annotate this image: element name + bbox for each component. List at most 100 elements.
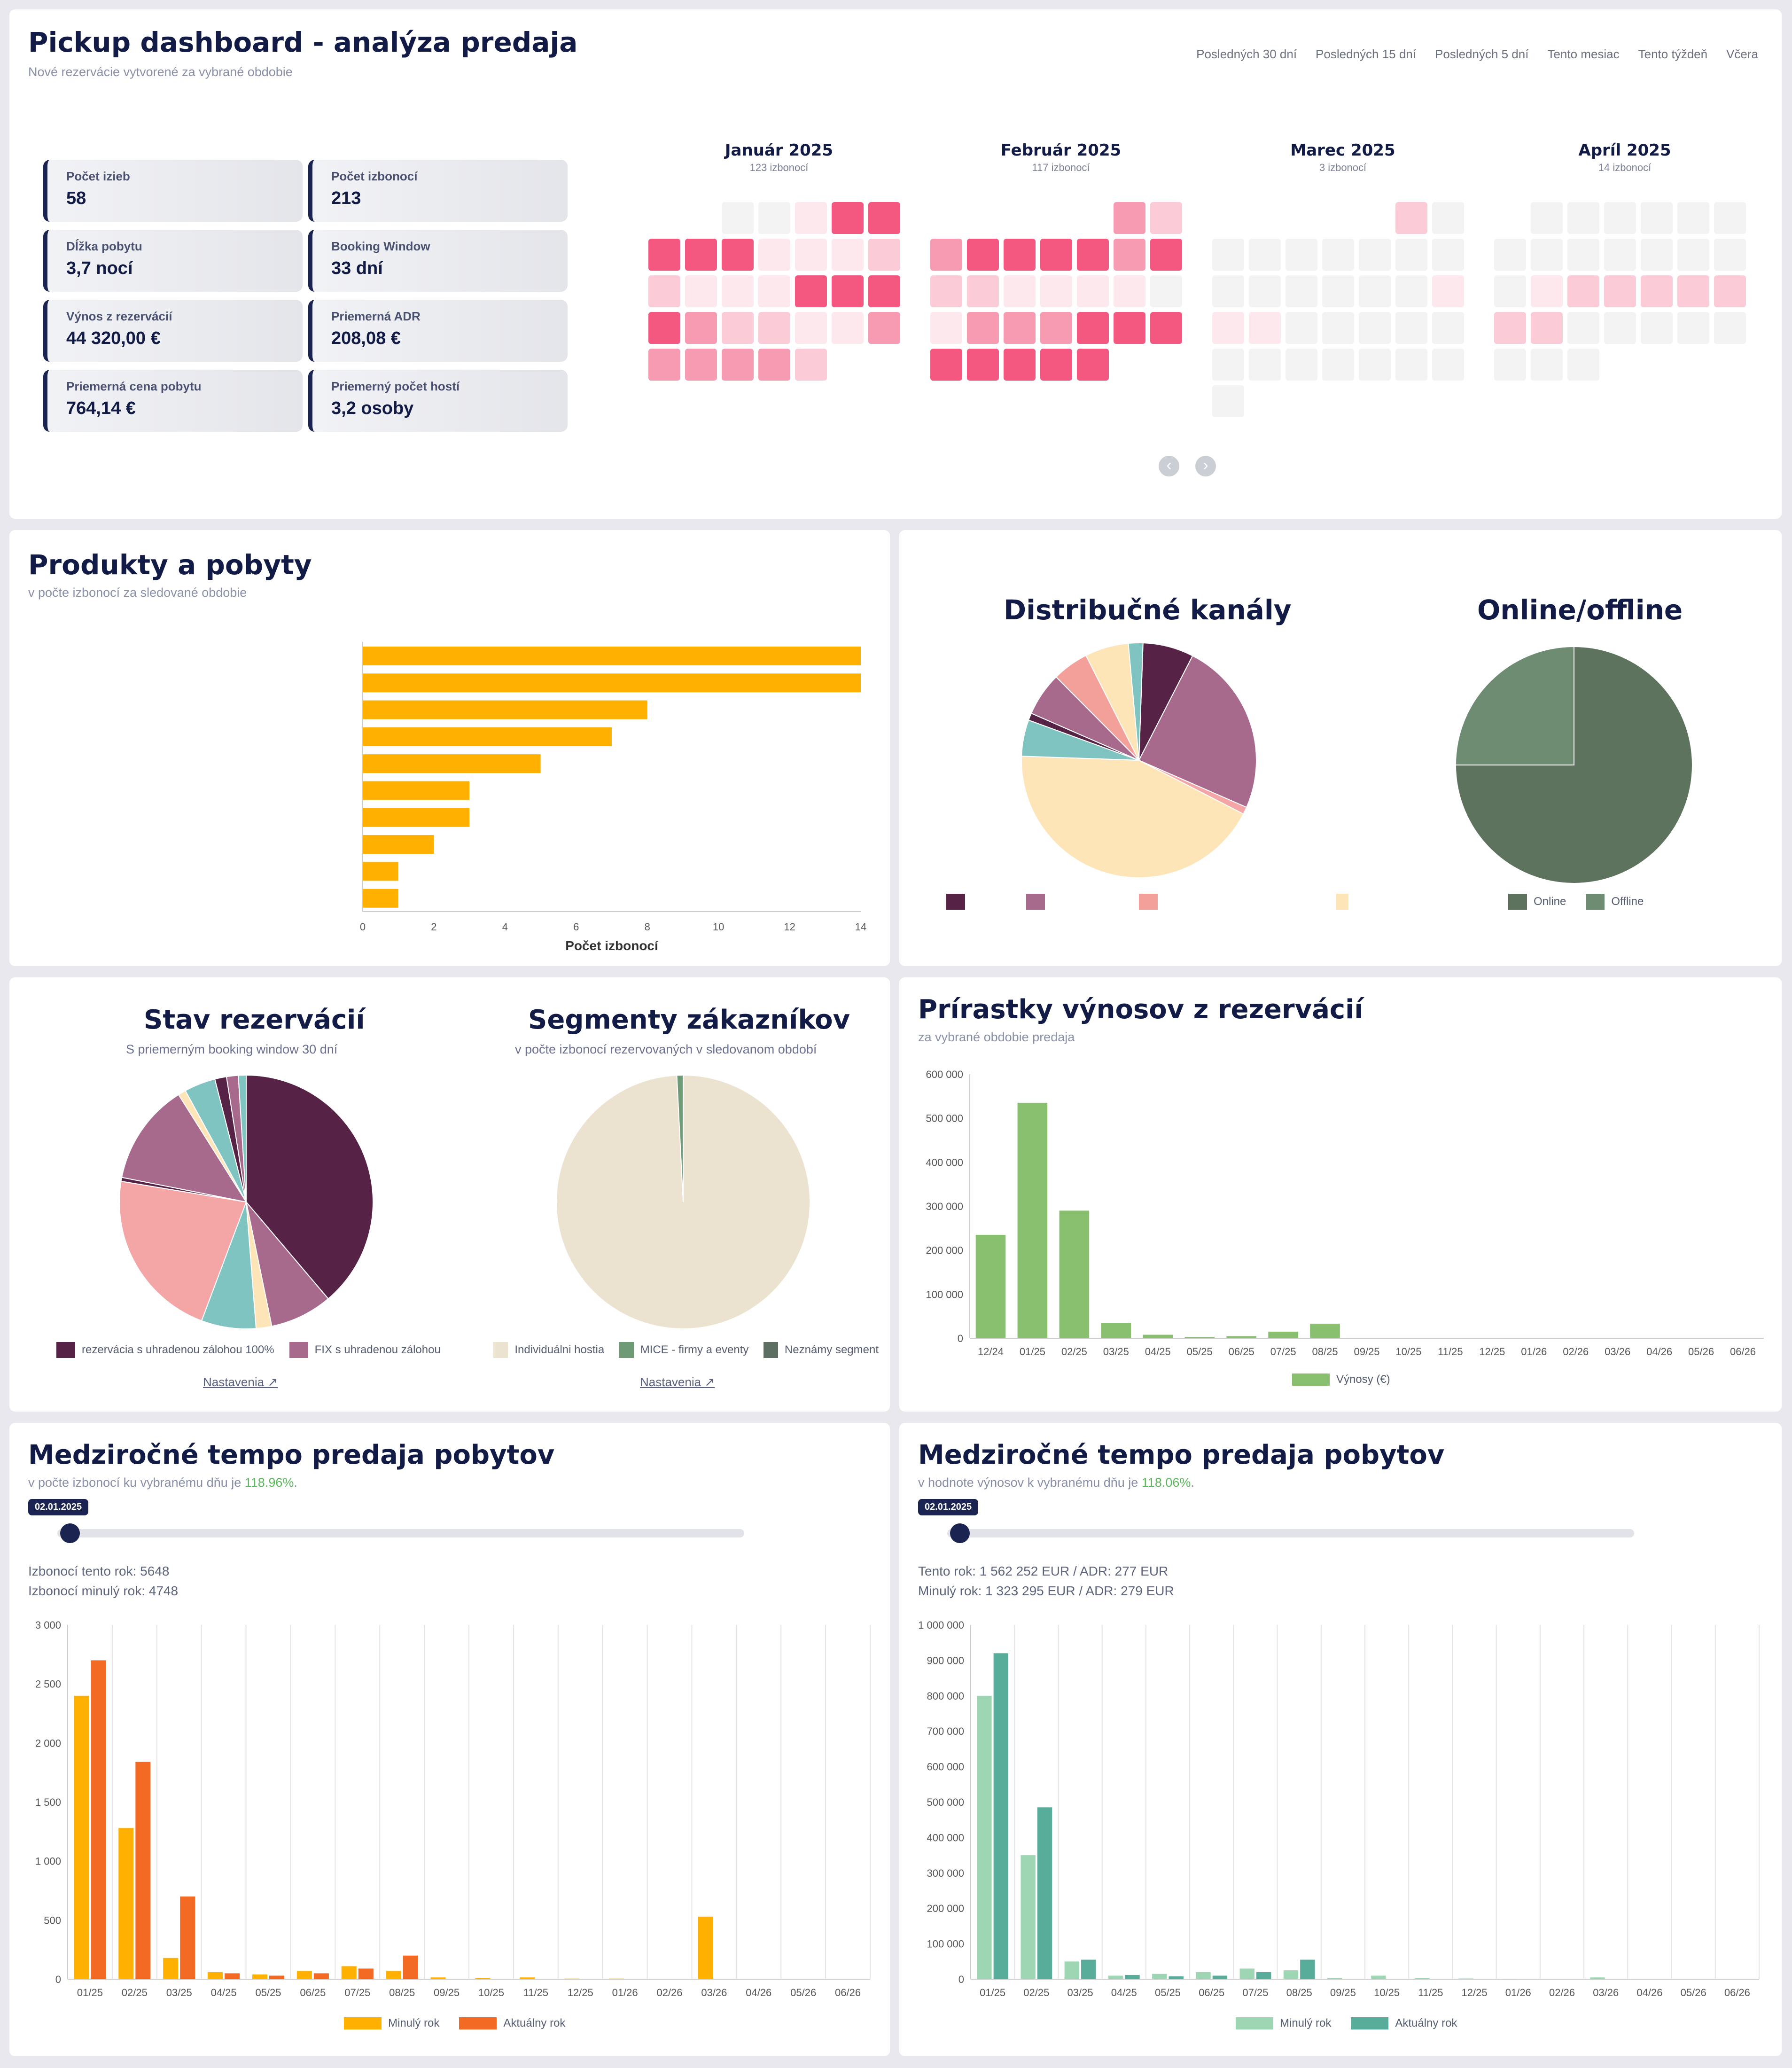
calendar-day xyxy=(685,275,717,307)
pace-nights-subtitle: v počte izbonocí ku vybranému dňu je 118… xyxy=(28,1475,297,1490)
calendar-day xyxy=(1714,239,1746,271)
x-tick-label: 09/25 xyxy=(434,1987,460,1998)
calendar-day xyxy=(1004,349,1036,381)
bar xyxy=(698,1916,713,1979)
kpi-stay-length: Dĺžka pobytu 3,7 nocí xyxy=(43,230,303,292)
range-5-days[interactable]: Posledných 5 dní xyxy=(1434,47,1529,61)
revenue-card: Prírastky výnosov z rezervácií za vybran… xyxy=(899,977,1782,1412)
calendar-day xyxy=(1604,239,1636,271)
x-tick-label: 0 xyxy=(360,921,366,933)
calendar-day xyxy=(967,239,999,271)
legend-swatch xyxy=(56,1342,75,1358)
x-axis-label: Počet izbonocí xyxy=(565,938,659,953)
calendar-day xyxy=(832,275,864,307)
kpi-guests: Priemerný počet hostí 3,2 osoby xyxy=(308,370,568,432)
pace-percent: 118.96% xyxy=(244,1475,294,1490)
x-tick-label: 03/26 xyxy=(1593,1987,1619,1998)
calendar-count: 123 izbonocí xyxy=(749,162,809,173)
calendar-day xyxy=(1359,349,1391,381)
date-slider-handle[interactable] xyxy=(950,1523,970,1543)
x-tick-label: 05/26 xyxy=(1688,1346,1714,1358)
legend-swatch xyxy=(1236,2017,1273,2029)
bar xyxy=(1152,1974,1167,1979)
calendar-day xyxy=(832,202,864,234)
calendar-day xyxy=(1040,349,1072,381)
range-this-month[interactable]: Tento mesiac xyxy=(1547,47,1620,61)
pie-slice xyxy=(1455,646,1574,765)
bar xyxy=(1143,1334,1173,1338)
y-tick-label: 400 000 xyxy=(926,1156,963,1168)
x-tick-label: 07/25 xyxy=(1242,1987,1268,1998)
settings-label: Nastavenia xyxy=(203,1375,265,1389)
bar xyxy=(1064,1961,1080,1979)
date-slider-handle[interactable] xyxy=(60,1523,80,1543)
date-slider-track[interactable] xyxy=(57,1529,744,1537)
status-title: Stav rezervácií xyxy=(144,1005,365,1035)
pace-nights-card: Medziročné tempo predaja pobytov v počte… xyxy=(9,1423,890,2056)
x-tick-label: 02/25 xyxy=(122,1987,148,1998)
next-month-button[interactable]: › xyxy=(1195,456,1216,476)
segments-settings-link[interactable]: Nastavenia ↗ xyxy=(640,1375,715,1389)
y-tick-label: 700 000 xyxy=(927,1725,964,1737)
legend-swatch xyxy=(763,1342,778,1358)
prev-month-button[interactable]: ‹ xyxy=(1159,456,1179,476)
range-this-week[interactable]: Tento týždeň xyxy=(1638,47,1708,61)
legend-swatch xyxy=(1139,894,1158,910)
pace-nights-bar-chart: 0 500 1 000 1 500 2 000 2 500 3 000 01/25 02/25 0… xyxy=(35,1619,871,1998)
x-tick-label: 06/26 xyxy=(1730,1346,1756,1358)
pickup-card: Pickup dashboard - analýza predaja Nové … xyxy=(9,9,1782,519)
calendar-day xyxy=(1322,275,1354,307)
status-settings-link[interactable]: Nastavenia ↗ xyxy=(203,1375,278,1389)
x-tick-label: 12/24 xyxy=(978,1346,1004,1358)
calendar-day xyxy=(868,202,900,234)
bar xyxy=(163,1958,179,1979)
external-link-icon: ↗ xyxy=(267,1375,278,1389)
pace-revenue-bar-chart: 0 100 000 200 000 300 000 400 000 500 000 600 … xyxy=(918,1619,1760,1998)
calendar-day xyxy=(722,275,754,307)
x-tick-label: 8 xyxy=(645,921,650,933)
date-slider-track[interactable] xyxy=(947,1529,1634,1537)
range-15-days[interactable]: Posledných 15 dní xyxy=(1316,47,1416,61)
range-30-days[interactable]: Posledných 30 dní xyxy=(1196,47,1297,61)
x-tick-label: 12/25 xyxy=(1462,1987,1488,1998)
y-tick-label: 100 000 xyxy=(926,1288,963,1300)
x-tick-label: 05/26 xyxy=(790,1987,816,1998)
page-title: Pickup dashboard - analýza predaja xyxy=(28,26,578,58)
calendar-day xyxy=(1249,239,1281,271)
kpi-label: Počet izbonocí xyxy=(331,169,418,183)
legend-label: Aktuálny rok xyxy=(1395,2017,1457,2029)
y-tick-label: 200 000 xyxy=(927,1903,964,1914)
nights-last-year: Izbonocí minulý rok: 4748 xyxy=(28,1584,179,1598)
x-tick-label: 08/25 xyxy=(389,1987,415,1998)
calendar-day xyxy=(1531,239,1563,271)
x-tick-label: 11/25 xyxy=(1418,1987,1443,1998)
bar xyxy=(1196,1972,1211,1979)
bar xyxy=(430,1977,446,1979)
x-tick-label: 08/25 xyxy=(1312,1346,1338,1358)
calendar-day xyxy=(1212,275,1244,307)
kpi-adr: Priemerná ADR 208,08 € xyxy=(308,300,568,362)
calendar-day xyxy=(1395,349,1427,381)
calendar-day xyxy=(1004,239,1036,271)
y-tick-label: 300 000 xyxy=(926,1201,963,1212)
x-tick-label: 10/25 xyxy=(478,1987,504,1998)
range-yesterday[interactable]: Včera xyxy=(1726,47,1758,61)
product-bar xyxy=(363,862,398,881)
calendar-day xyxy=(1641,202,1673,234)
calendar-day xyxy=(1249,312,1281,344)
calendar-day xyxy=(1077,275,1109,307)
calendar-february: Február 2025 117 izbonocí xyxy=(929,141,1192,423)
x-tick-label: 02/26 xyxy=(656,1987,682,1998)
calendar-day xyxy=(1395,275,1427,307)
x-tick-label: 05/25 xyxy=(1155,1987,1181,1998)
range-selector: Posledných 30 dní Posledných 15 dní Posl… xyxy=(1196,47,1758,62)
status-legend: rezervácia s uhradenou zálohou 100% FIX … xyxy=(56,1342,441,1358)
y-tick-label: 500 000 xyxy=(926,1113,963,1124)
products-subtitle: v počte izbonocí za sledované obdobie xyxy=(28,585,247,600)
calendar-day xyxy=(685,312,717,344)
pace-revenue-subtitle: v hodnote výnosov k vybranému dňu je 118… xyxy=(918,1475,1194,1490)
pie-slice xyxy=(201,1202,257,1329)
pie-slice xyxy=(119,1180,247,1322)
pace-nights-title: Medziročné tempo predaja pobytov xyxy=(28,1440,555,1470)
kpi-value: 3,7 nocí xyxy=(66,258,133,278)
